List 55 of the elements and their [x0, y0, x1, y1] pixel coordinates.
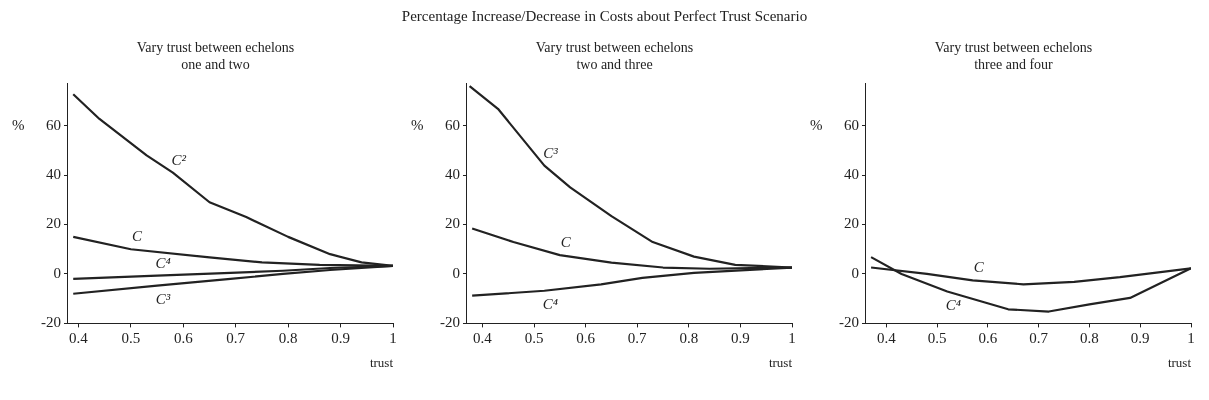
- y-tick-label: 40: [46, 166, 61, 183]
- chart-title: Percentage Increase/Decrease in Costs about Perfect Trust Scenario: [401, 8, 808, 26]
- chart-subtitle: Vary trust between echelons two and three: [535, 40, 694, 72]
- x-tick-label: 0.5: [121, 330, 141, 347]
- chart-subtitle: Vary trust between echelons one and two: [136, 40, 295, 72]
- y-axis-title: %: [810, 116, 823, 133]
- y-tick-label: 40: [844, 166, 859, 183]
- series-label: C²: [171, 151, 187, 168]
- x-tick-label: 0.6: [978, 330, 998, 347]
- x-tick-label: 0.7: [226, 330, 246, 347]
- series-label: C⁴: [155, 254, 171, 271]
- x-tick-label: 0.9: [331, 330, 350, 347]
- y-tick-label: 20: [46, 215, 61, 232]
- series-label: C⁴: [945, 296, 961, 313]
- chart-subtitle: Vary trust between echelons three and four: [934, 40, 1093, 72]
- x-tick-label: 0.5: [927, 330, 947, 347]
- y-axis-title: %: [411, 116, 424, 133]
- x-tick-label: 0.6: [173, 330, 194, 347]
- y-tick-label: 60: [844, 116, 859, 133]
- y-tick-label: 0: [851, 264, 859, 281]
- y-tick-label: 60: [46, 116, 61, 133]
- y-tick-label: 60: [445, 116, 460, 133]
- y-tick-label: 20: [445, 215, 460, 232]
- x-tick-label: 0.9: [1130, 330, 1150, 347]
- x-tick-label: 0.8: [679, 330, 699, 347]
- x-axis-title: trust: [768, 354, 793, 370]
- x-tick-label: 1: [389, 330, 397, 347]
- series-label: C³: [155, 290, 171, 307]
- series-label: C: [973, 259, 985, 276]
- x-tick-label: 0.6: [576, 330, 596, 347]
- x-axis-title: trust: [1167, 354, 1192, 370]
- x-tick-label: 0.4: [473, 330, 493, 347]
- series-label: C: [131, 228, 143, 245]
- series-label: C: [560, 234, 572, 251]
- x-tick-label: 0.4: [69, 330, 89, 347]
- y-tick-label: 0: [53, 264, 61, 281]
- series-label: C³: [543, 144, 559, 161]
- x-tick-label: 1: [788, 330, 796, 347]
- y-axis-title: %: [12, 116, 25, 133]
- x-tick-label: 0.8: [1080, 330, 1099, 347]
- y-tick-label: -20: [41, 314, 61, 331]
- series-label: C⁴: [542, 295, 558, 312]
- x-tick-label: 0.7: [627, 330, 648, 347]
- x-tick-label: 0.4: [876, 330, 897, 347]
- x-tick-label: 0.7: [1029, 330, 1049, 347]
- y-tick-label: -20: [440, 314, 460, 331]
- x-tick-label: 1: [1187, 330, 1195, 347]
- y-tick-label: 40: [445, 166, 460, 183]
- x-tick-label: 0.9: [731, 330, 750, 347]
- x-tick-label: 0.8: [278, 330, 298, 347]
- y-tick-label: 0: [452, 264, 460, 281]
- x-axis-title: trust: [369, 354, 394, 370]
- x-tick-label: 0.5: [524, 330, 544, 347]
- y-tick-label: -20: [839, 314, 859, 331]
- y-tick-label: 20: [844, 215, 859, 232]
